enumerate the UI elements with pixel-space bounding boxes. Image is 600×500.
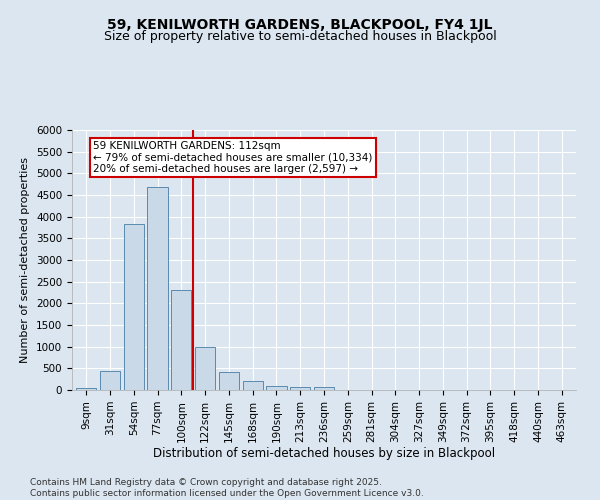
Text: 59, KENILWORTH GARDENS, BLACKPOOL, FY4 1JL: 59, KENILWORTH GARDENS, BLACKPOOL, FY4 1… (107, 18, 493, 32)
Bar (290, 387, 310, 390)
Bar (100, 370, 120, 390)
Bar (242, 382, 263, 390)
Text: Contains HM Land Registry data © Crown copyright and database right 2025.
Contai: Contains HM Land Registry data © Crown c… (30, 478, 424, 498)
X-axis label: Distribution of semi-detached houses by size in Blackpool: Distribution of semi-detached houses by … (153, 448, 495, 460)
Bar (171, 290, 191, 390)
Bar (195, 346, 215, 390)
Text: Size of property relative to semi-detached houses in Blackpool: Size of property relative to semi-detach… (104, 30, 496, 43)
Bar (266, 386, 287, 390)
Bar (314, 387, 334, 390)
Bar (76, 388, 97, 390)
Y-axis label: Number of semi-detached properties: Number of semi-detached properties (20, 157, 31, 363)
Bar (148, 187, 167, 390)
Bar (219, 372, 239, 390)
Text: 59 KENILWORTH GARDENS: 112sqm
← 79% of semi-detached houses are smaller (10,334): 59 KENILWORTH GARDENS: 112sqm ← 79% of s… (94, 141, 373, 174)
Bar (124, 224, 144, 390)
